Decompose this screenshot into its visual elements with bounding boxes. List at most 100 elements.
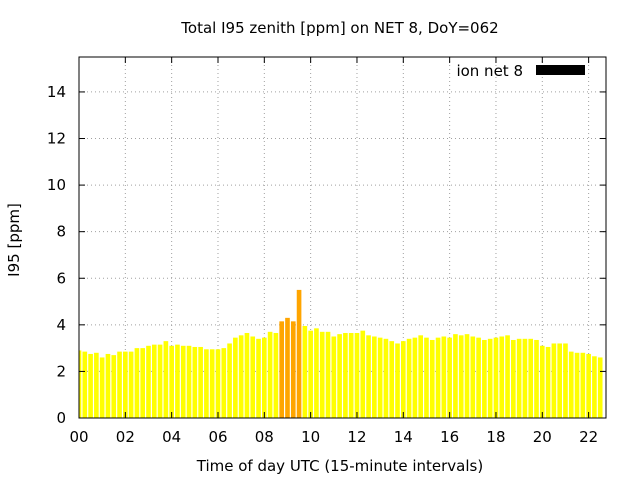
bar [151, 344, 157, 418]
bar [111, 355, 117, 418]
x-tick-label: 18 [486, 428, 505, 446]
bar [79, 350, 82, 418]
bar [134, 348, 140, 418]
bar [244, 332, 250, 418]
bar-elevated [296, 289, 302, 418]
bar [429, 339, 435, 418]
bar [551, 343, 557, 418]
bar [447, 337, 452, 418]
bar-elevated [279, 321, 285, 418]
bar [499, 336, 505, 418]
bar [464, 334, 470, 418]
x-tick-label: 04 [162, 428, 181, 446]
bar [539, 345, 545, 418]
bar [534, 339, 539, 418]
bar [482, 339, 487, 418]
bar [395, 343, 400, 418]
axis-ticks [78, 57, 606, 419]
x-tick-labels: 00 02 04 06 08 10 12 14 16 18 20 22 [69, 428, 598, 446]
x-tick-label: 14 [394, 428, 413, 446]
bar [441, 336, 447, 418]
bar [308, 330, 313, 418]
x-tick-label: 22 [579, 428, 598, 446]
bar [511, 339, 516, 418]
bar [435, 337, 441, 418]
bar [528, 338, 534, 418]
x-axis-label: Time of day UTC (15-minute intervals) [196, 457, 483, 475]
bar [592, 356, 597, 418]
bar [180, 345, 186, 418]
x-tick-label: 16 [440, 428, 459, 446]
bar [586, 353, 591, 418]
bar [175, 344, 180, 418]
bar [221, 348, 227, 418]
bar [88, 353, 93, 418]
x-tick-label: 12 [347, 428, 366, 446]
bar-elevated [285, 317, 290, 418]
bar [389, 341, 395, 418]
bar [314, 328, 319, 418]
bar [94, 352, 99, 418]
bar-series [79, 289, 603, 418]
bar [516, 338, 522, 418]
bar [302, 326, 308, 418]
x-tick-label: 00 [69, 428, 88, 446]
bar [557, 343, 562, 418]
bar [238, 335, 244, 418]
bar [470, 336, 476, 418]
bar [412, 337, 418, 418]
bar [487, 338, 493, 418]
bar [574, 352, 580, 418]
bar [146, 345, 151, 418]
bar [505, 335, 510, 418]
bar [563, 343, 568, 418]
bar [273, 332, 279, 418]
bar [493, 337, 499, 418]
y-tick-label: 0 [56, 409, 66, 427]
y-tick-label: 12 [47, 130, 66, 148]
bar [262, 337, 267, 418]
y-tick-label: 6 [56, 269, 66, 287]
bar [366, 335, 371, 418]
bar [256, 338, 261, 418]
bar [418, 335, 423, 418]
bar [424, 337, 429, 418]
bar [105, 353, 111, 418]
bar [169, 345, 174, 418]
bar [383, 338, 389, 418]
bar [453, 334, 458, 418]
bar [140, 348, 146, 418]
y-tick-labels: 0 2 4 6 8 10 12 14 [47, 83, 66, 427]
bar [157, 344, 163, 418]
bar [406, 338, 412, 418]
bar [337, 334, 342, 418]
bar [250, 336, 256, 418]
x-tick-label: 02 [116, 428, 135, 446]
bar [348, 332, 354, 418]
plot-frame [78, 56, 607, 419]
bar [82, 351, 88, 418]
y-tick-label: 2 [56, 362, 66, 380]
bar [192, 346, 198, 418]
x-tick-label: 08 [255, 428, 274, 446]
legend: ion net 8 [456, 62, 585, 80]
x-tick-label: 10 [301, 428, 320, 446]
bar [476, 337, 481, 418]
bar [227, 343, 232, 418]
bar [354, 332, 360, 418]
y-tick-label: 4 [56, 316, 66, 334]
y-tick-label: 14 [47, 83, 66, 101]
bar [233, 337, 238, 418]
bar [400, 341, 406, 418]
x-tick-label: 06 [208, 428, 227, 446]
bar [325, 331, 331, 418]
bar [186, 345, 192, 418]
bar [209, 349, 215, 418]
bar [198, 346, 203, 418]
bar [377, 337, 383, 418]
chart-title: Total I95 zenith [ppm] on NET 8, DoY=062 [180, 19, 498, 37]
bar [117, 351, 122, 418]
bar [568, 351, 574, 418]
y-tick-label: 8 [56, 223, 66, 241]
